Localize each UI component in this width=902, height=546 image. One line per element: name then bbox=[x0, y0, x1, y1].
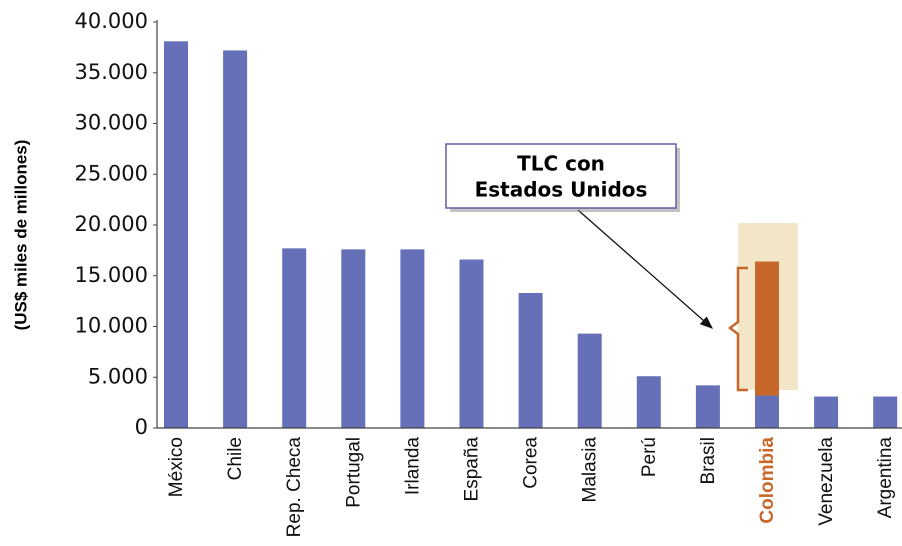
y-axis-label: (US$ miles de millones) bbox=[11, 140, 30, 331]
bar bbox=[755, 261, 779, 396]
bar bbox=[459, 259, 484, 428]
bracket bbox=[727, 266, 748, 392]
x-tick-label: Colombia bbox=[757, 437, 778, 524]
bar bbox=[636, 376, 661, 428]
x-tick-label: México bbox=[166, 437, 187, 497]
bar bbox=[223, 50, 248, 429]
y-tick-label: 20.000 bbox=[75, 212, 148, 236]
x-tick-label: Portugal bbox=[343, 437, 364, 508]
bar bbox=[282, 248, 307, 428]
y-tick-label: 35.000 bbox=[75, 60, 148, 84]
x-tick-label: Malasia bbox=[580, 437, 601, 503]
x-tick-label: Irlanda bbox=[402, 437, 423, 496]
bar bbox=[814, 396, 839, 428]
x-tick-label: Perú bbox=[639, 437, 660, 477]
annotation-line: Estados Unidos bbox=[475, 178, 648, 202]
y-tick-label: 10.000 bbox=[75, 314, 148, 338]
y-tick-label: 5.000 bbox=[88, 364, 148, 388]
bar bbox=[400, 249, 425, 428]
annotation-box bbox=[445, 143, 677, 209]
y-tick-label: 15.000 bbox=[75, 263, 148, 287]
y-tick-label: 30.000 bbox=[75, 111, 148, 135]
bar bbox=[577, 333, 602, 428]
x-tick-label: Corea bbox=[521, 437, 542, 489]
x-tick-label: Rep. Checa bbox=[284, 437, 305, 538]
x-tick-label: Argentina bbox=[875, 437, 896, 519]
bar bbox=[873, 396, 898, 428]
y-tick-label: 0 bbox=[135, 415, 148, 439]
bar bbox=[341, 249, 366, 428]
bar bbox=[518, 293, 543, 428]
bars bbox=[164, 41, 898, 429]
bar bbox=[755, 395, 779, 428]
bar bbox=[164, 41, 188, 428]
x-tick-label: Brasil bbox=[698, 437, 719, 485]
arrow bbox=[577, 209, 713, 329]
bar bbox=[695, 385, 720, 428]
x-tick-label: Venezuela bbox=[816, 437, 837, 526]
x-tick-label: España bbox=[462, 437, 483, 502]
y-tick-label: 25.000 bbox=[75, 161, 148, 185]
y-tick-label: 40.000 bbox=[75, 9, 148, 33]
annotation-line: TLC con bbox=[517, 152, 605, 176]
x-tick-label: Chile bbox=[225, 437, 246, 480]
